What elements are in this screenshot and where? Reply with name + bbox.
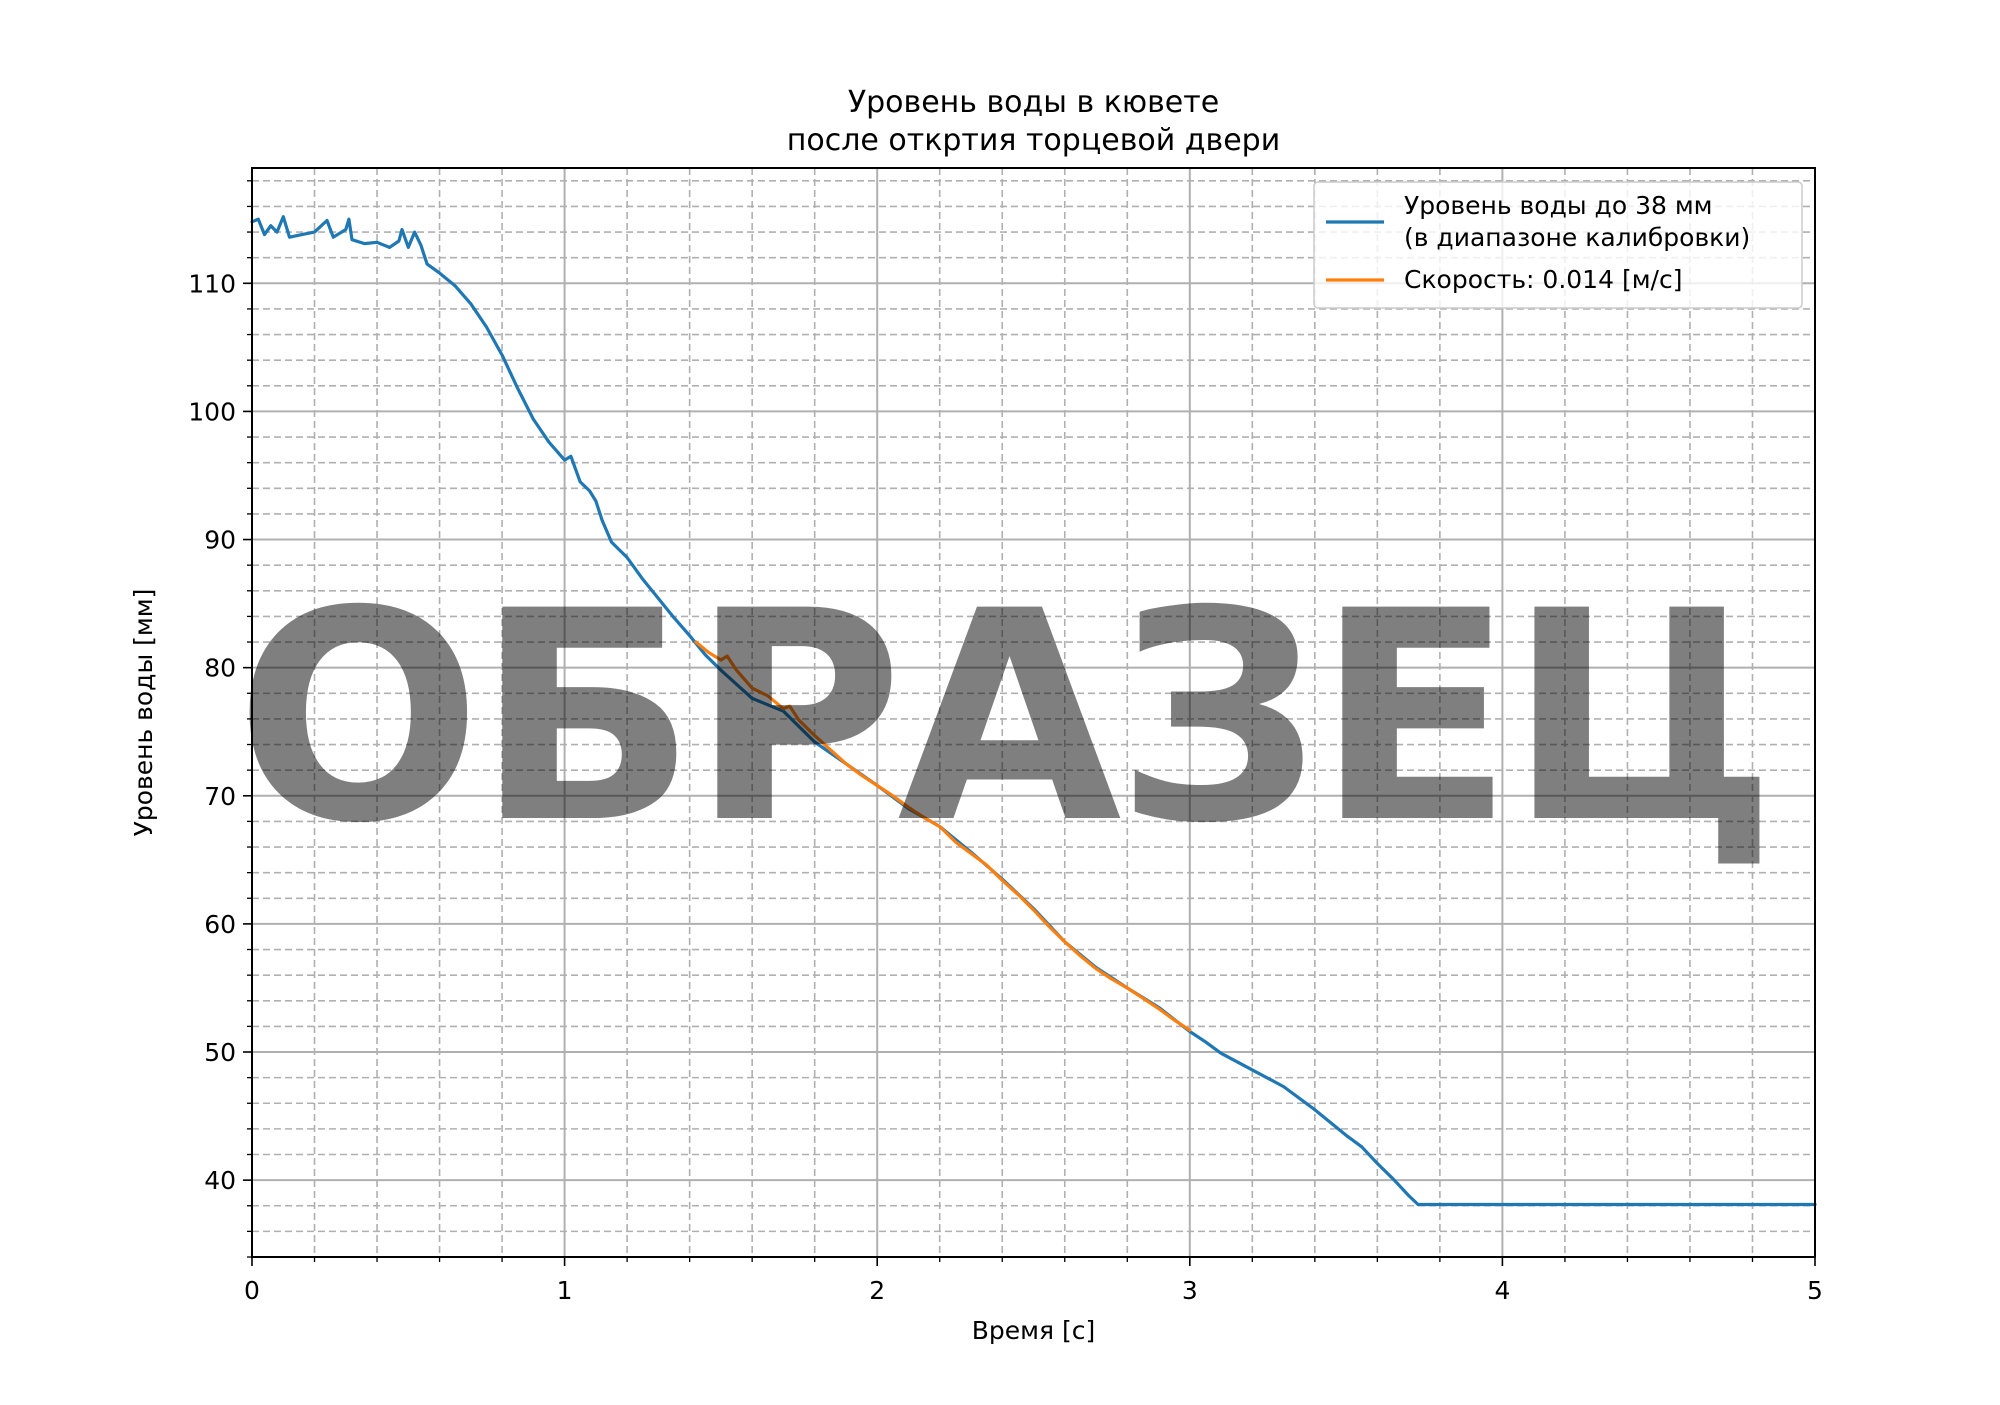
chart-title-line: Уровень воды в кювете	[848, 85, 1219, 120]
y-tick-label: 100	[188, 397, 236, 426]
legend: Уровень воды до 38 мм (в диапазоне калибр…	[1313, 181, 1803, 309]
x-tick-label: 2	[869, 1276, 885, 1305]
y-tick-label: 60	[204, 910, 236, 939]
major-grid	[251, 168, 1816, 1257]
x-axis-label: Время [с]	[972, 1316, 1096, 1345]
x-tick-label: 0	[244, 1276, 260, 1305]
series-layer	[250, 215, 1817, 1207]
x-tick-label: 5	[1807, 1276, 1823, 1305]
x-tick-label: 3	[1182, 1276, 1198, 1305]
ticks-layer: 0 1 2 3 4 5 40 50 60 70 80 90 100 110	[188, 180, 1823, 1305]
x-tick-label: 1	[557, 1276, 573, 1305]
watermark-text: ОБРАЗЕЦ	[235, 550, 1771, 887]
legend-box	[1313, 181, 1803, 309]
series-line-2	[694, 640, 1192, 1032]
legend-label-1: (в диапазоне калибровки)	[1404, 223, 1750, 252]
y-axis-label: Уровень воды [мм]	[129, 589, 158, 837]
chart-title-line: после откртия торцевой двери	[787, 123, 1280, 158]
legend-label-2: Скорость: 0.014 [м/с]	[1404, 265, 1682, 294]
y-tick-label: 90	[204, 526, 236, 555]
y-tick-label: 40	[204, 1166, 236, 1195]
y-tick-label: 50	[204, 1038, 236, 1067]
legend-label-1: Уровень воды до 38 мм	[1404, 191, 1713, 220]
minor-grid	[252, 168, 1815, 1258]
x-tick-label: 4	[1494, 1276, 1510, 1305]
y-tick-label: 110	[188, 269, 236, 298]
watermark-layer: ОБРАЗЕЦ	[235, 550, 1777, 887]
y-tick-label: 70	[204, 782, 236, 811]
series-line-1	[250, 215, 1817, 1207]
axes-frame	[251, 167, 1816, 1258]
y-tick-label: 80	[204, 654, 236, 683]
